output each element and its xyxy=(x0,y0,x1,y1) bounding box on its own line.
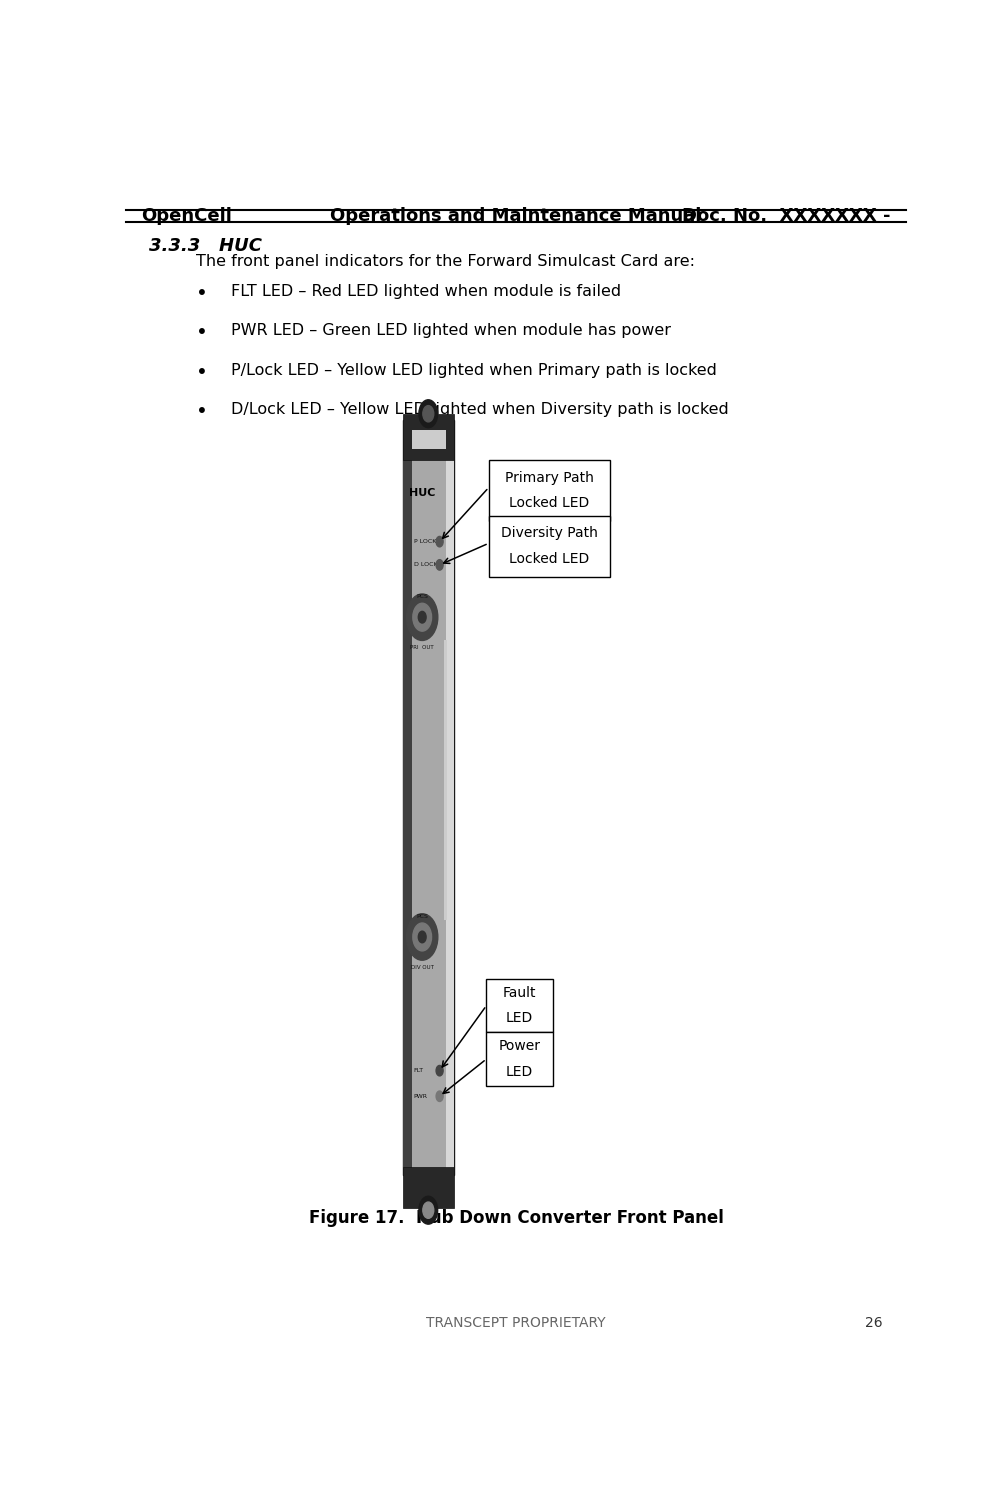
Circle shape xyxy=(423,406,434,421)
Text: The front panel indicators for the Forward Simulcast Card are:: The front panel indicators for the Forwa… xyxy=(196,255,695,269)
Text: P/Lock LED – Yellow LED lighted when Primary path is locked: P/Lock LED – Yellow LED lighted when Pri… xyxy=(232,362,717,378)
Text: Power: Power xyxy=(498,1039,541,1054)
Circle shape xyxy=(419,1196,438,1225)
Text: •: • xyxy=(196,402,208,421)
Text: Diversity Path: Diversity Path xyxy=(500,527,598,541)
Text: Locked LED: Locked LED xyxy=(510,553,589,566)
Circle shape xyxy=(419,400,438,427)
FancyBboxPatch shape xyxy=(486,1033,553,1086)
Bar xyxy=(403,414,453,461)
Text: D LOCK: D LOCK xyxy=(414,562,437,568)
Bar xyxy=(403,420,453,1175)
Text: •: • xyxy=(196,284,208,302)
Circle shape xyxy=(418,932,426,942)
Text: FLT: FLT xyxy=(414,1068,424,1074)
Text: PRI  OUT: PRI OUT xyxy=(411,645,434,649)
Text: Primary Path: Primary Path xyxy=(505,471,594,485)
Bar xyxy=(446,420,453,1175)
Circle shape xyxy=(436,536,443,547)
Circle shape xyxy=(436,1092,443,1101)
Text: Operations and Maintenance Manual: Operations and Maintenance Manual xyxy=(330,207,702,225)
Bar xyxy=(403,1167,453,1208)
Circle shape xyxy=(418,612,426,624)
Circle shape xyxy=(413,923,432,951)
Bar xyxy=(412,430,446,448)
Text: FLT LED – Red LED lighted when module is failed: FLT LED – Red LED lighted when module is… xyxy=(232,284,621,299)
Text: DIV OUT: DIV OUT xyxy=(411,965,434,969)
Text: P LOCK: P LOCK xyxy=(414,539,436,544)
FancyBboxPatch shape xyxy=(488,516,610,577)
Circle shape xyxy=(436,1066,443,1077)
Text: PCS: PCS xyxy=(416,914,428,918)
Text: LED: LED xyxy=(506,1065,534,1078)
Circle shape xyxy=(436,560,443,571)
Circle shape xyxy=(407,914,438,960)
FancyBboxPatch shape xyxy=(486,978,553,1033)
Text: TRANSCEPT PROPRIETARY: TRANSCEPT PROPRIETARY xyxy=(426,1317,606,1330)
Text: Figure 17.  Hub Down Converter Front Panel: Figure 17. Hub Down Converter Front Pane… xyxy=(309,1210,723,1228)
Circle shape xyxy=(407,593,438,640)
Text: Locked LED: Locked LED xyxy=(510,497,589,510)
Text: D/Lock LED – Yellow LED lighted when Diversity path is locked: D/Lock LED – Yellow LED lighted when Div… xyxy=(232,402,729,417)
Text: PWR LED – Green LED lighted when module has power: PWR LED – Green LED lighted when module … xyxy=(232,323,672,338)
Text: PCS: PCS xyxy=(416,593,428,599)
Text: HUC: HUC xyxy=(409,488,435,498)
Circle shape xyxy=(413,604,432,631)
Text: •: • xyxy=(196,323,208,343)
Bar xyxy=(403,420,412,1175)
Text: LED: LED xyxy=(506,1012,534,1025)
FancyBboxPatch shape xyxy=(488,461,610,521)
Text: Doc. No.  XXXXXXX -: Doc. No. XXXXXXX - xyxy=(682,207,890,225)
Text: •: • xyxy=(196,362,208,382)
Text: 3.3.3   HUC: 3.3.3 HUC xyxy=(149,237,262,255)
Text: 26: 26 xyxy=(865,1317,883,1330)
Bar xyxy=(444,640,447,920)
Text: PWR: PWR xyxy=(414,1093,428,1099)
Text: Fault: Fault xyxy=(502,986,537,1000)
Text: OpenCell: OpenCell xyxy=(141,207,233,225)
Circle shape xyxy=(423,1202,434,1219)
